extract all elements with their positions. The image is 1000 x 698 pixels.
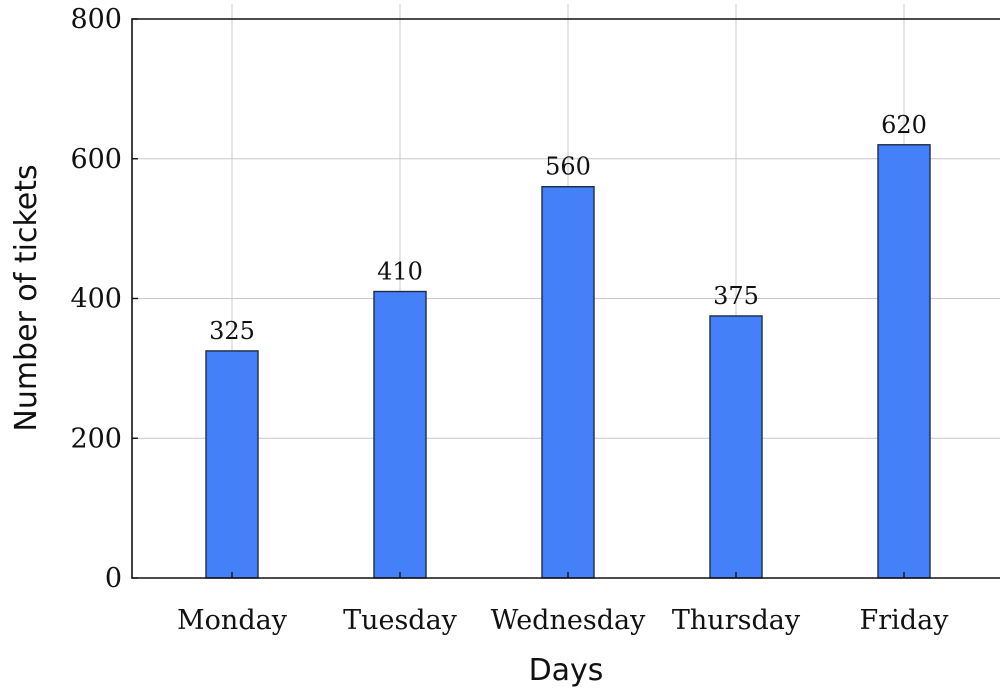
- y-axis-title: Number of tickets: [9, 164, 44, 431]
- x-tick-label: Wednesday: [491, 605, 646, 636]
- bar-tuesday: [373, 290, 427, 579]
- y-tick-label: 0: [105, 563, 122, 594]
- data-label: 620: [881, 111, 927, 139]
- bar-wednesday: [541, 185, 595, 579]
- y-tick-label: 800: [70, 4, 122, 35]
- y-tick-label: 200: [70, 423, 122, 454]
- bars: [205, 144, 931, 579]
- x-axis-title: Days: [529, 653, 604, 688]
- data-label: 560: [545, 153, 591, 181]
- x-tick-label: Thursday: [672, 605, 801, 636]
- x-tick-label: Tuesday: [343, 605, 458, 636]
- data-label: 375: [713, 282, 759, 310]
- y-tick-label: 400: [70, 284, 122, 315]
- bar-thursday: [709, 315, 763, 579]
- y-ticks: 0 200 400 600 800: [70, 4, 138, 594]
- x-tick-label: Monday: [177, 605, 288, 636]
- x-ticks: Monday Tuesday Wednesday Thursday Friday: [177, 572, 949, 636]
- bar-monday: [205, 350, 259, 579]
- data-labels: 325 410 560 375 620: [209, 111, 927, 345]
- x-tick-label: Friday: [860, 605, 950, 636]
- y-tick-label: 600: [70, 144, 122, 175]
- bar-friday: [877, 144, 931, 579]
- data-label: 325: [209, 317, 255, 345]
- data-label: 410: [377, 258, 423, 286]
